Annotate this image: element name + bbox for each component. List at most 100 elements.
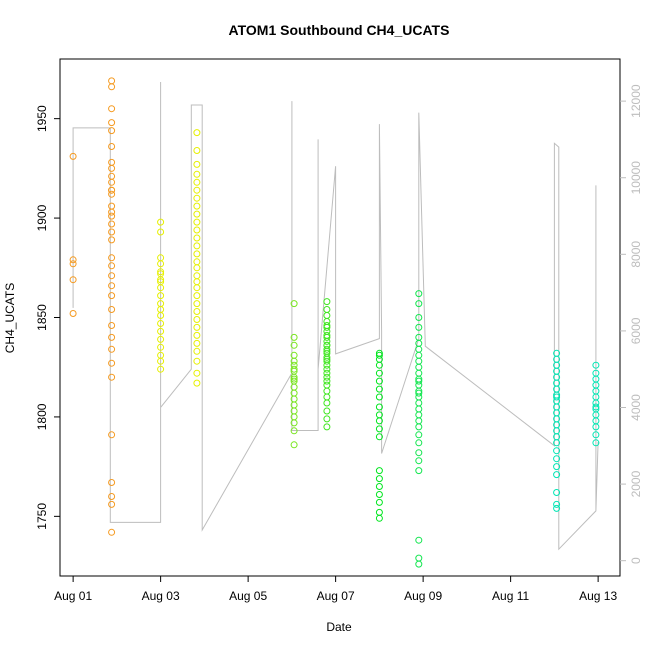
y-tick-label: 1750: [35, 503, 49, 530]
data-point: [108, 236, 116, 244]
data-point: [415, 399, 423, 407]
x-tick-label: Aug 09: [404, 589, 442, 603]
data-point: [375, 491, 383, 498]
data-point: [157, 270, 165, 278]
y2-tick-label: 8000: [629, 241, 643, 268]
data-point: [415, 554, 423, 562]
data-point: [108, 127, 116, 135]
data-point: [157, 312, 165, 319]
data-point: [415, 300, 423, 308]
data-point: [415, 357, 423, 365]
data-point: [323, 381, 331, 389]
data-point: [323, 415, 331, 423]
data-point: [193, 316, 201, 323]
data-point: [157, 365, 165, 373]
data-point: [193, 160, 201, 168]
data-point: [108, 158, 116, 166]
data-point: [69, 152, 77, 160]
data-point: [193, 178, 201, 186]
data-point: [553, 504, 561, 512]
data-point: [415, 449, 423, 457]
y2-tick-label: 4000: [629, 394, 643, 421]
data-point: [108, 333, 116, 341]
y-axis-title: CH4_UCATS: [3, 283, 17, 353]
data-point: [323, 347, 331, 355]
data-point: [415, 560, 423, 568]
y2-tick-label: 10000: [629, 161, 643, 195]
data-point: [375, 508, 383, 516]
data-point: [290, 333, 298, 341]
data-point: [375, 425, 383, 433]
y2-tick-label: 0: [629, 557, 643, 564]
data-point: [553, 471, 561, 479]
data-point: [415, 417, 423, 425]
data-point: [592, 431, 600, 439]
data-point: [108, 77, 116, 85]
data-point: [108, 105, 116, 113]
data-point: [415, 389, 423, 397]
data-point: [415, 323, 423, 331]
data-point: [415, 457, 423, 465]
data-point: [290, 357, 298, 365]
data-point: [323, 345, 331, 353]
data-point: [375, 475, 383, 483]
chart-title: ATOM1 Southbound CH4_UCATS: [229, 22, 450, 38]
data-point: [193, 250, 201, 258]
data-point: [415, 467, 423, 475]
data-point: [157, 335, 165, 343]
line-series-layer: [72, 82, 599, 551]
data-point: [323, 407, 331, 415]
data-point: [592, 361, 600, 369]
data-point: [108, 228, 116, 236]
data-point: [193, 147, 201, 154]
y2-tick-label: 12000: [629, 84, 643, 118]
y-tick-label: 1900: [35, 204, 49, 231]
data-point: [553, 439, 561, 447]
data-point: [157, 218, 165, 226]
data-point: [157, 228, 165, 236]
data-point: [323, 373, 331, 381]
data-point: [193, 226, 201, 234]
data-point: [323, 333, 331, 341]
data-point: [69, 310, 77, 317]
x-tick-label: Aug 11: [492, 589, 529, 603]
data-point: [375, 369, 383, 377]
data-point: [375, 393, 383, 401]
data-point: [193, 218, 201, 226]
data-point: [375, 377, 383, 385]
data-point: [592, 403, 600, 411]
data-point: [290, 365, 298, 373]
data-point: [108, 208, 116, 216]
data-point: [108, 172, 116, 180]
data-point: [415, 405, 423, 413]
data-point: [193, 210, 201, 218]
data-point: [108, 479, 116, 486]
data-point: [553, 393, 561, 401]
data-point: [323, 399, 331, 407]
data-point: [375, 385, 383, 393]
data-point: [108, 119, 116, 127]
data-point: [193, 339, 201, 347]
data-point: [323, 357, 331, 365]
data-point: [157, 343, 165, 351]
data-point: [193, 186, 201, 194]
data-point: [193, 234, 201, 242]
data-point: [553, 455, 561, 463]
data-point: [69, 276, 77, 284]
data-point: [323, 369, 331, 377]
data-point: [323, 323, 331, 331]
right-axis-line: [72, 82, 599, 551]
data-point: [108, 359, 116, 367]
data-point: [193, 323, 201, 331]
y2-tick-label: 6000: [629, 317, 643, 344]
data-point: [592, 423, 600, 431]
data-point: [193, 379, 201, 387]
data-point: [193, 369, 201, 377]
data-point: [375, 467, 383, 475]
data-point: [415, 363, 423, 371]
data-point: [69, 256, 77, 264]
data-point: [193, 331, 201, 339]
data-point: [193, 264, 201, 272]
data-point: [415, 536, 423, 544]
